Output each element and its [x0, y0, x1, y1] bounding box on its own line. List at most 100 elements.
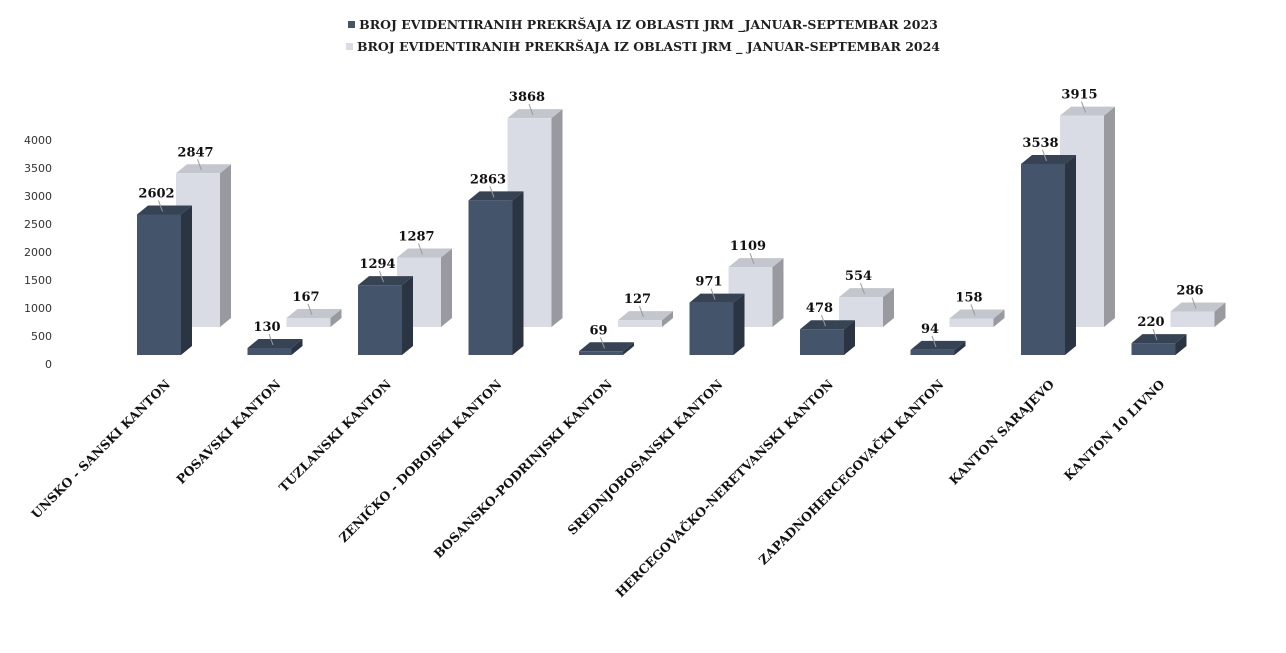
- bar-top-face: [839, 288, 894, 298]
- bar-side-face: [844, 320, 855, 355]
- category-label: HERCEGOVAČKO-NERETVANSKI KANTON: [612, 376, 836, 600]
- bar-top-face: [579, 342, 634, 352]
- bar-side-face: [441, 248, 452, 327]
- bar-top-face: [176, 164, 231, 174]
- data-label: 130: [253, 320, 280, 335]
- data-label-leader: [931, 335, 937, 348]
- bar-top-face: [618, 311, 673, 321]
- bar-2023: [468, 191, 524, 355]
- data-label-leader: [268, 333, 274, 346]
- bar-2024: [949, 309, 1005, 327]
- bar-front-face: [1170, 311, 1215, 327]
- data-label-leader: [158, 200, 163, 212]
- data-label: 971: [695, 275, 722, 290]
- bar-top-face: [1131, 334, 1187, 344]
- bar-side-face: [512, 191, 524, 355]
- data-label: 2602: [138, 186, 174, 201]
- y-axis: 0 500 1000 1500 2000 2500 3000 3500 4000: [24, 134, 52, 371]
- data-label: 3538: [1022, 136, 1058, 151]
- bar-side-face: [772, 258, 784, 327]
- bar-top-face: [468, 191, 524, 201]
- data-label: 167: [292, 290, 319, 305]
- data-label: 478: [806, 301, 833, 316]
- bar-2023: [247, 338, 303, 355]
- bar-top-face: [397, 248, 452, 258]
- bar-side-face: [330, 308, 342, 327]
- bar-side-face: [181, 205, 192, 355]
- bar-front-face: [247, 347, 292, 355]
- category-label: ZAPADNOHERCEGOVAČKI KANTON: [755, 376, 947, 568]
- data-label: 158: [955, 290, 982, 305]
- data-label-leader: [821, 315, 826, 327]
- data-label-leader: [749, 252, 755, 265]
- bar-top-face: [286, 308, 342, 318]
- bar-2023: [1131, 334, 1187, 355]
- data-label-leader: [528, 103, 534, 116]
- data-label-leader: [1191, 297, 1197, 309]
- bar-side-face: [402, 276, 413, 355]
- data-label: 2847: [177, 145, 213, 160]
- bar-2024: [618, 311, 673, 327]
- y-tick-label: 1000: [24, 302, 52, 315]
- bar-front-face: [579, 351, 623, 355]
- bar-front-face: [689, 302, 734, 355]
- category-label: POSAVSKI KANTON: [173, 377, 283, 487]
- data-label: 94: [921, 322, 939, 337]
- bar-top-face: [910, 340, 966, 350]
- bar-2023: [689, 293, 745, 355]
- data-label: 2863: [470, 172, 506, 187]
- data-label-leader: [197, 159, 202, 171]
- data-label-leader: [600, 337, 605, 349]
- bar-top-face: [1021, 154, 1076, 164]
- bar-side-face: [993, 309, 1005, 327]
- bars: [137, 106, 1226, 355]
- bar-side-face: [662, 311, 673, 327]
- data-label: 1287: [398, 230, 434, 245]
- data-label: 3915: [1061, 88, 1097, 103]
- data-label-leader: [639, 305, 644, 318]
- bar-front-face: [910, 349, 955, 355]
- legend-swatch-2024: [345, 43, 353, 50]
- bar-front-face: [358, 285, 402, 355]
- category-label: BOSANSKO-PODRINJSKI KANTON: [431, 377, 615, 561]
- bar-front-face: [286, 317, 331, 327]
- y-tick-label: 0: [45, 358, 52, 371]
- legend-item-2023: BROJ EVIDENTIRANIH PREKRŠAJA IZ OBLASTI …: [0, 14, 1286, 36]
- bar-side-face: [733, 293, 745, 355]
- category-label: KANTON 10 LIVNO: [1061, 376, 1168, 483]
- bar-top-face: [728, 258, 784, 268]
- bar-side-face: [623, 342, 634, 355]
- y-tick-label: 3000: [24, 190, 52, 203]
- bar-top-face: [137, 205, 192, 215]
- data-label-leader: [1081, 101, 1086, 113]
- bar-top-face: [800, 320, 855, 330]
- bar-2023: [910, 340, 966, 355]
- y-tick-label: 4000: [24, 134, 52, 147]
- bar-2024: [1170, 302, 1226, 327]
- bar-2023: [1021, 154, 1076, 355]
- data-label-leader: [860, 282, 865, 295]
- bar-side-face: [954, 340, 966, 355]
- bar-front-face: [137, 214, 181, 355]
- data-label-leader: [307, 303, 313, 316]
- bar-side-face: [551, 109, 563, 328]
- bar-front-face: [468, 200, 513, 355]
- legend-item-2024: BROJ EVIDENTIRANIH PREKRŠAJA IZ OBLASTI …: [0, 36, 1286, 58]
- data-label: 69: [589, 323, 607, 338]
- bar-front-face: [949, 318, 994, 327]
- legend-swatch-2023: [348, 21, 356, 28]
- bar-side-face: [291, 338, 303, 355]
- bar-front-face: [1021, 163, 1065, 355]
- data-label: 286: [1176, 284, 1203, 299]
- bar-top-face: [1170, 302, 1226, 312]
- bar-2023: [800, 320, 855, 355]
- bar-side-face: [1175, 334, 1187, 355]
- y-tick-label: 3500: [24, 162, 52, 175]
- y-tick-label: 500: [31, 330, 52, 343]
- data-label: 1294: [359, 257, 395, 272]
- data-label: 3868: [509, 90, 545, 105]
- bar-2024: [176, 164, 231, 327]
- legend-label-2023: BROJ EVIDENTIRANIH PREKRŠAJA IZ OBLASTI …: [359, 17, 938, 32]
- y-tick-label: 2000: [24, 246, 52, 259]
- bar-side-face: [883, 288, 894, 327]
